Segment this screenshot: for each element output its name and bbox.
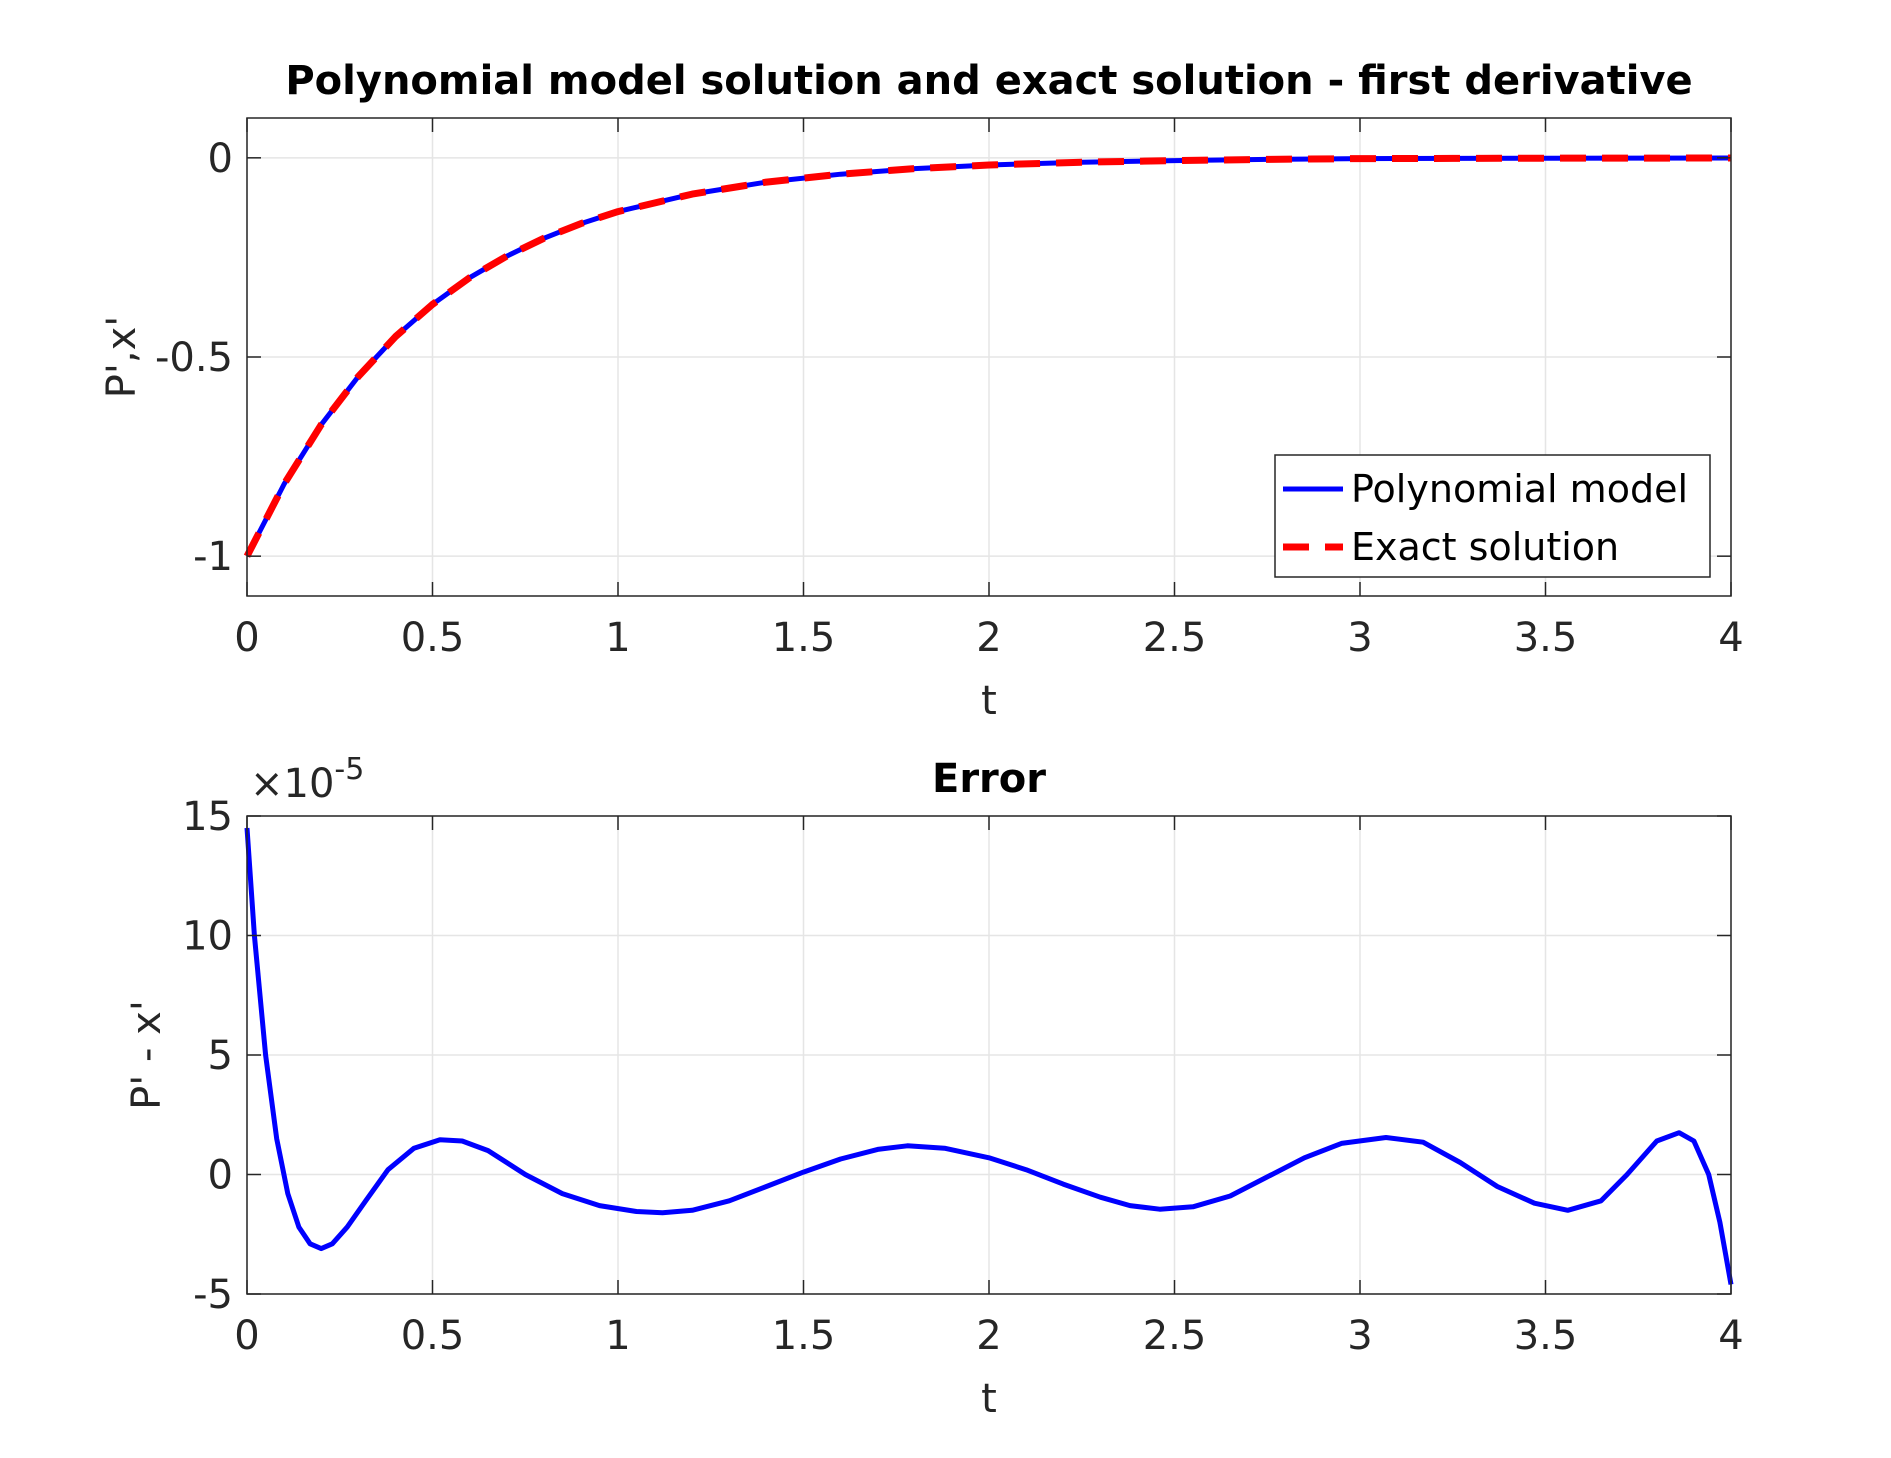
- error-x-axis-label: t: [981, 1376, 997, 1422]
- error-x-tick-label: 2: [976, 1313, 1001, 1359]
- derivative-axes: 0 0.5 1 1.5 2 2.5 3 3.5 4 -1 -0.5 0 Polynomial mode…: [99, 58, 1744, 724]
- derivative-y-tick-label: -0.5: [155, 335, 233, 381]
- derivative-x-tick-label: 0: [234, 615, 259, 661]
- error-y-exponent: ×10-5: [250, 752, 364, 807]
- error-y-tick-label: 10: [182, 914, 233, 960]
- error-y-tick-label: 5: [208, 1033, 233, 1079]
- series-line-error: [244, 827, 1734, 1285]
- error-chart-title: Error: [932, 756, 1046, 802]
- error-grid: [246, 815, 1732, 1295]
- error-y-exponent-base: ×10: [250, 761, 334, 807]
- legend-box: [1274, 454, 1711, 578]
- error-y-axis-label: P' - x': [124, 1000, 170, 1110]
- error-x-tick-label: 3.5: [1514, 1313, 1578, 1359]
- derivative-x-tick-label: 3.5: [1514, 615, 1578, 661]
- derivative-x-tick-label: 2.5: [1143, 615, 1207, 661]
- error-x-tick-label: 3: [1347, 1313, 1372, 1359]
- error-series-group: [244, 827, 1734, 1285]
- derivative-x-tick-label: 2: [976, 615, 1001, 661]
- error-x-tick-label: 0.5: [401, 1313, 465, 1359]
- error-x-tick-label: 1: [605, 1313, 630, 1359]
- series-line-exact-solution: [243, 154, 1732, 558]
- derivative-y-tick-label: -1: [193, 534, 233, 580]
- error-x-tick-label: 1.5: [772, 1313, 836, 1359]
- derivative-x-tick-label: 3: [1347, 615, 1372, 661]
- derivative-x-tick-label: 4: [1718, 615, 1743, 661]
- derivative-x-tick-label: 0.5: [401, 615, 465, 661]
- legend-label-exact-solution: Exact solution: [1351, 525, 1619, 569]
- derivative-x-axis-label: t: [981, 678, 997, 724]
- derivative-series-group: [243, 154, 1732, 558]
- derivative-chart-title: Polynomial model solution and exact solu…: [285, 58, 1692, 104]
- error-y-tick-label: 0: [208, 1153, 233, 1199]
- error-x-tick-label: 4: [1718, 1313, 1743, 1359]
- legend: Polynomial model Exact solution: [1274, 454, 1711, 578]
- error-y-exponent-power: -5: [334, 752, 364, 787]
- error-y-tick-label: 15: [182, 794, 233, 840]
- derivative-x-tick-label: 1: [605, 615, 630, 661]
- error-x-tick-label: 0: [234, 1313, 259, 1359]
- derivative-x-tick-label: 1.5: [772, 615, 836, 661]
- error-x-tick-label: 2.5: [1143, 1313, 1207, 1359]
- derivative-y-tick-label: 0: [208, 136, 233, 182]
- legend-label-polynomial-model: Polynomial model: [1351, 467, 1688, 511]
- error-y-tick-label: -5: [193, 1272, 233, 1318]
- derivative-y-axis-label: P',x': [99, 316, 145, 399]
- derivative-ticks: 0 0.5 1 1.5 2 2.5 3 3.5 4 -1 -0.5 0: [155, 118, 1744, 661]
